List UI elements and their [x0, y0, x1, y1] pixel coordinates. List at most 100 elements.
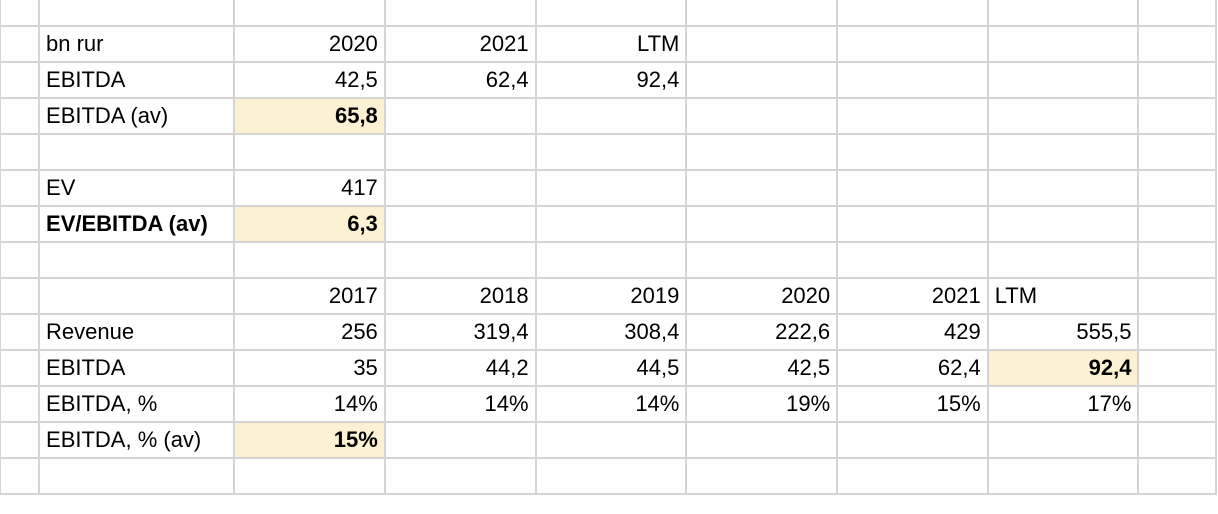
cell[interactable]: 256 [233, 313, 386, 351]
cell[interactable] [383, 169, 537, 207]
cell[interactable] [1137, 313, 1217, 351]
cell[interactable] [1137, 97, 1217, 135]
row-label-cell[interactable]: bn rur [38, 25, 236, 63]
cell[interactable] [1137, 277, 1217, 315]
cell[interactable]: 319,4 [383, 313, 537, 351]
cell[interactable]: 42,5 [233, 61, 386, 99]
cell[interactable] [836, 241, 989, 279]
cell[interactable] [986, 97, 1140, 135]
cell[interactable] [836, 421, 989, 459]
cell[interactable] [534, 97, 688, 135]
cell[interactable]: 92,4 [534, 61, 688, 99]
cell[interactable] [233, 0, 386, 27]
cell[interactable]: 308,4 [534, 313, 688, 351]
cell[interactable] [383, 97, 537, 135]
cell[interactable]: 14% [383, 385, 537, 423]
cell[interactable]: 429 [836, 313, 989, 351]
cell[interactable] [685, 457, 839, 495]
cell[interactable] [534, 241, 688, 279]
cell[interactable]: 92,4 [986, 349, 1140, 387]
cell[interactable] [986, 25, 1140, 63]
cell[interactable] [1137, 205, 1217, 243]
cell[interactable] [0, 97, 41, 135]
cell[interactable] [685, 205, 839, 243]
row-label-cell[interactable] [38, 133, 236, 171]
cell[interactable]: 19% [685, 385, 839, 423]
cell[interactable] [1137, 421, 1217, 459]
cell[interactable] [383, 421, 537, 459]
cell[interactable] [1137, 61, 1217, 99]
cell[interactable] [0, 61, 41, 99]
row-label-cell[interactable]: EBITDA [38, 61, 236, 99]
cell[interactable] [233, 133, 386, 171]
cell[interactable] [0, 277, 41, 315]
cell[interactable] [383, 133, 537, 171]
row-label-cell[interactable]: EV [38, 169, 236, 207]
cell[interactable]: 2017 [233, 277, 386, 315]
cell[interactable] [986, 169, 1140, 207]
cell[interactable]: 35 [233, 349, 386, 387]
cell[interactable] [986, 421, 1140, 459]
cell[interactable] [0, 385, 41, 423]
cell[interactable] [836, 25, 989, 63]
cell[interactable]: 62,4 [836, 349, 989, 387]
row-label-cell[interactable] [38, 277, 236, 315]
cell[interactable]: 2019 [534, 277, 688, 315]
cell[interactable]: 14% [534, 385, 688, 423]
cell[interactable] [685, 25, 839, 63]
cell[interactable]: 2018 [383, 277, 537, 315]
cell[interactable] [0, 25, 41, 63]
row-label-cell[interactable]: EBITDA, % [38, 385, 236, 423]
cell[interactable] [986, 241, 1140, 279]
cell[interactable]: 15% [836, 385, 989, 423]
cell[interactable] [685, 241, 839, 279]
cell[interactable] [0, 205, 41, 243]
row-label-cell[interactable]: EBITDA (av) [38, 97, 236, 135]
cell[interactable] [0, 241, 41, 279]
cell[interactable]: 14% [233, 385, 386, 423]
cell[interactable] [986, 61, 1140, 99]
cell[interactable]: 42,5 [685, 349, 839, 387]
cell[interactable] [233, 241, 386, 279]
row-label-cell[interactable] [38, 457, 236, 495]
cell[interactable] [0, 421, 41, 459]
row-label-cell[interactable]: EV/EBITDA (av) [38, 205, 236, 243]
cell[interactable]: 17% [986, 385, 1140, 423]
cell[interactable]: LTM [534, 25, 688, 63]
cell[interactable] [836, 97, 989, 135]
cell[interactable] [534, 457, 688, 495]
cell[interactable] [836, 61, 989, 99]
row-label-cell[interactable] [38, 241, 236, 279]
cell[interactable] [383, 457, 537, 495]
cell[interactable] [836, 205, 989, 243]
cell[interactable] [1137, 169, 1217, 207]
cell[interactable] [986, 457, 1140, 495]
cell[interactable]: LTM [986, 277, 1140, 315]
cell[interactable] [1137, 0, 1217, 27]
cell[interactable] [534, 169, 688, 207]
cell[interactable] [534, 205, 688, 243]
cell[interactable] [836, 133, 989, 171]
cell[interactable]: 2020 [685, 277, 839, 315]
cell[interactable]: 555,5 [986, 313, 1140, 351]
row-label-cell[interactable]: EBITDA [38, 349, 236, 387]
cell[interactable] [1137, 25, 1217, 63]
row-label-cell[interactable]: EBITDA, % (av) [38, 421, 236, 459]
cell[interactable] [986, 205, 1140, 243]
cell[interactable] [685, 421, 839, 459]
cell[interactable] [836, 457, 989, 495]
cell[interactable] [836, 169, 989, 207]
cell[interactable] [685, 97, 839, 135]
cell[interactable] [986, 0, 1140, 27]
cell[interactable] [1137, 349, 1217, 387]
cell[interactable]: 65,8 [233, 97, 386, 135]
cell[interactable] [534, 421, 688, 459]
cell[interactable] [0, 349, 41, 387]
cell[interactable]: 2021 [836, 277, 989, 315]
row-label-cell[interactable]: Revenue [38, 313, 236, 351]
cell[interactable] [0, 133, 41, 171]
cell[interactable]: 44,2 [383, 349, 537, 387]
cell[interactable] [1137, 457, 1217, 495]
cell[interactable] [383, 205, 537, 243]
cell[interactable] [685, 61, 839, 99]
